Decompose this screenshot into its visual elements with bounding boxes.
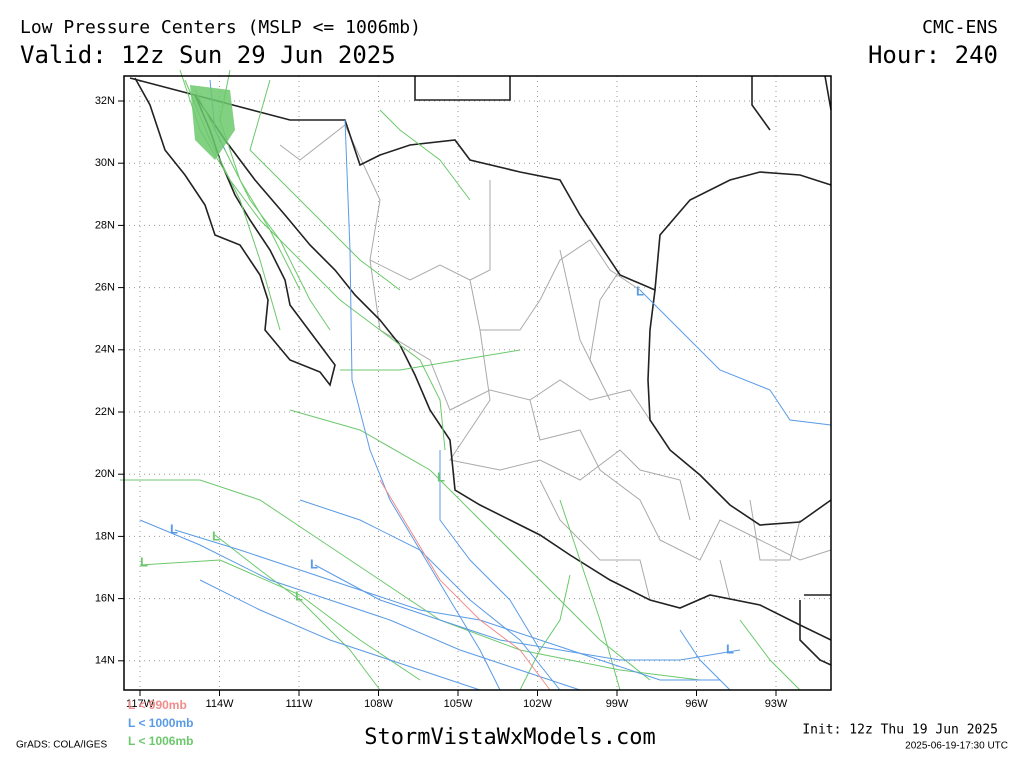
legend-entry: L < 990mb bbox=[128, 698, 187, 712]
lat-label: 26N bbox=[95, 282, 115, 294]
forecast-hour: Hour: 240 bbox=[868, 41, 998, 69]
lon-label: 93W bbox=[765, 698, 788, 710]
coastlines bbox=[129, 75, 832, 666]
storm-tracks: L L L L L L L L bbox=[120, 69, 832, 691]
track-cluster bbox=[190, 85, 235, 160]
low-marker: L bbox=[295, 588, 303, 603]
lat-label: 32N bbox=[95, 95, 115, 107]
low-marker: L bbox=[170, 521, 178, 536]
low-marker: L bbox=[437, 469, 445, 484]
low-marker: L bbox=[212, 528, 220, 543]
lat-label: 18N bbox=[95, 530, 115, 542]
map-frame bbox=[123, 75, 832, 691]
low-marker: L bbox=[726, 641, 734, 656]
valid-time: Valid: 12z Sun 29 Jun 2025 bbox=[20, 41, 396, 69]
lat-label: 14N bbox=[95, 655, 115, 667]
model-name: CMC-ENS bbox=[922, 17, 998, 38]
title: Low Pressure Centers (MSLP <= 1006mb) bbox=[20, 17, 421, 38]
map-background bbox=[124, 76, 831, 690]
map: L L L L L L L L 32N 30N 28N 26N 24N 22N 20N 18N… bbox=[95, 69, 832, 710]
site-name: StormVistaWxModels.com bbox=[364, 725, 655, 750]
software-credit: GrADS: COLA/IGES bbox=[16, 740, 107, 751]
legend-entry: L < 1000mb bbox=[128, 716, 193, 730]
lat-label: 28N bbox=[95, 219, 115, 231]
lon-label: 102W bbox=[523, 698, 552, 710]
lon-label: 117W bbox=[126, 698, 155, 710]
init-time: Init: 12z Thu 19 Jun 2025 bbox=[802, 723, 998, 738]
strong-tracks bbox=[379, 479, 551, 691]
lat-label: 16N bbox=[95, 593, 115, 605]
lon-label: 105W bbox=[444, 698, 473, 710]
low-marker: L bbox=[140, 554, 148, 569]
lon-label: 96W bbox=[685, 698, 708, 710]
timestamp: 2025-06-19-17:30 UTC bbox=[905, 741, 1008, 752]
low-marker: L bbox=[310, 556, 318, 571]
legend-entry: L < 1006mb bbox=[128, 734, 193, 748]
lon-label: 114W bbox=[206, 698, 235, 710]
lat-label: 20N bbox=[95, 468, 115, 480]
low-markers: L L L L L L L L bbox=[140, 283, 734, 656]
lat-label: 24N bbox=[95, 344, 115, 356]
state-borders bbox=[279, 124, 832, 601]
lon-label: 99W bbox=[606, 698, 629, 710]
lon-label: 108W bbox=[364, 698, 393, 710]
lon-label: 111W bbox=[285, 698, 313, 710]
lat-label: 22N bbox=[95, 406, 115, 418]
low-marker: L bbox=[636, 283, 644, 298]
lat-label: 30N bbox=[95, 157, 115, 169]
